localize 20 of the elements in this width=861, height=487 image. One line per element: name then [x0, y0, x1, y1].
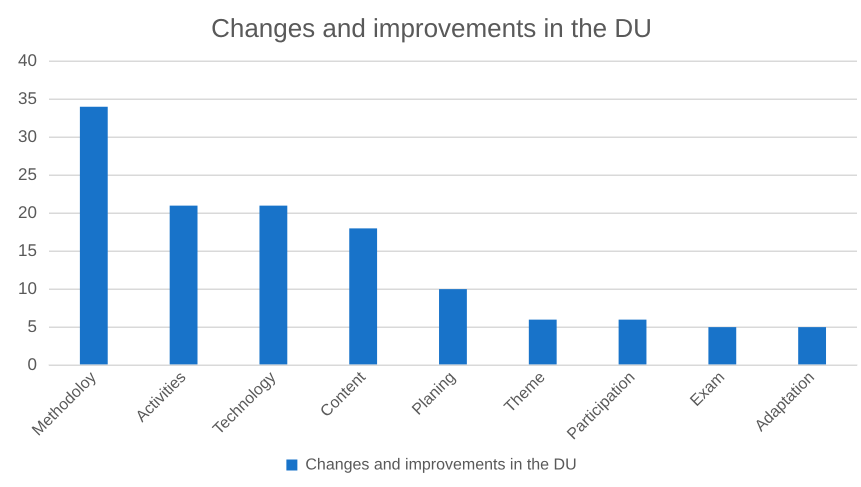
y-tick-label: 30 — [18, 126, 37, 146]
y-tick-label: 5 — [27, 316, 37, 336]
chart-title: Changes and improvements in the DU — [211, 12, 652, 43]
y-tick-label: 40 — [18, 50, 37, 70]
bar — [618, 320, 646, 364]
legend-label: Changes and improvements in the DU — [305, 456, 577, 474]
bar — [80, 106, 108, 364]
bar — [259, 206, 288, 364]
bar — [528, 320, 557, 364]
y-tick-label: 20 — [18, 202, 37, 222]
y-tick-label: 0 — [27, 354, 37, 374]
bar — [349, 228, 378, 364]
y-tick-label: 15 — [18, 240, 37, 260]
y-tick-label: 35 — [18, 88, 37, 108]
bar — [708, 327, 736, 364]
y-tick-label: 10 — [18, 278, 37, 298]
bar — [170, 206, 198, 364]
bar — [798, 327, 826, 364]
y-tick-label: 25 — [18, 164, 37, 184]
bar — [439, 289, 467, 364]
